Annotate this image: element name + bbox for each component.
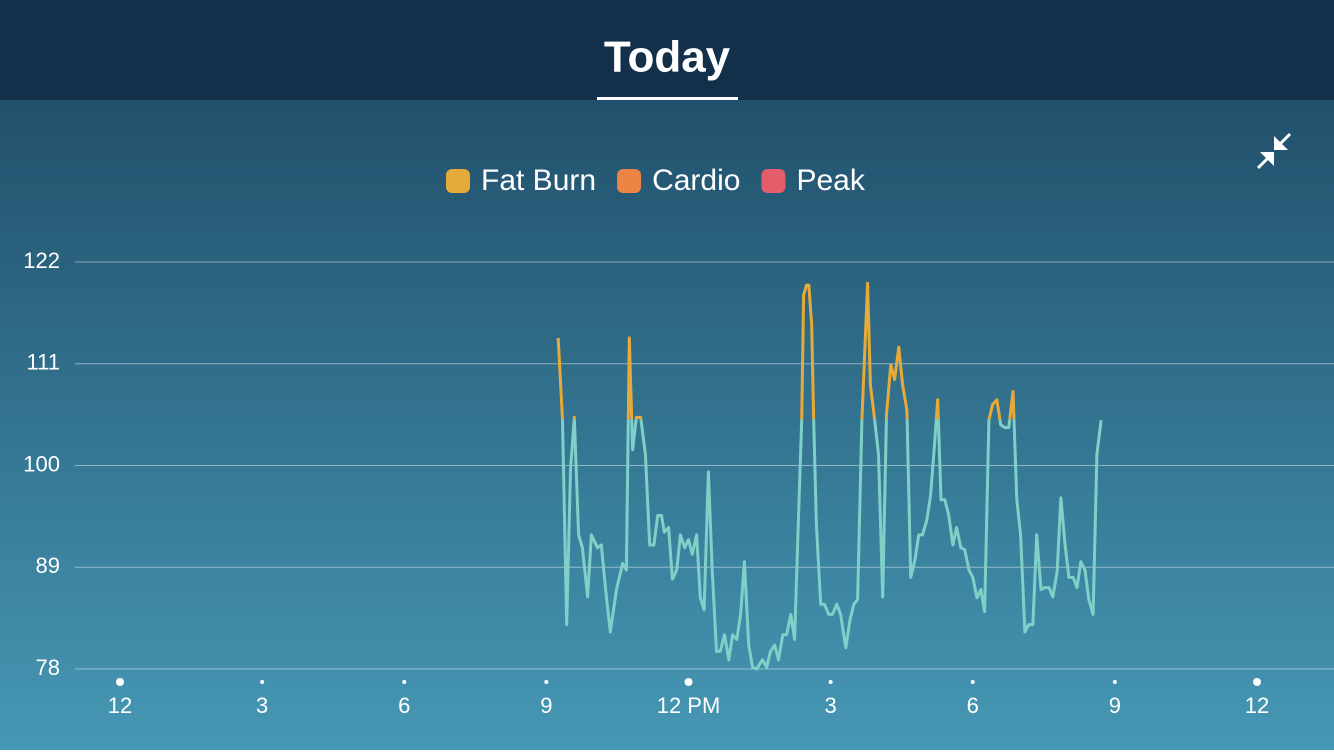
legend-swatch — [446, 169, 470, 193]
collapse-icon[interactable] — [1256, 132, 1292, 170]
x-tick-dot — [684, 678, 693, 686]
x-tick-label: 9 — [540, 693, 552, 718]
y-tick-label: 100 — [23, 451, 60, 476]
legend-swatch — [617, 169, 642, 193]
x-tick-label: 12 — [108, 693, 132, 718]
x-tick-dot — [402, 680, 407, 684]
x-tick-label: 9 — [1109, 693, 1121, 718]
header-title[interactable]: Today — [604, 33, 731, 82]
x-tick-dot — [828, 680, 833, 684]
x-tick-dot — [1112, 680, 1117, 684]
title-underline — [597, 97, 738, 100]
legend-label: Cardio — [652, 164, 740, 197]
x-tick-dot — [970, 680, 975, 684]
legend-swatch — [761, 169, 786, 193]
legend-label: Fat Burn — [481, 164, 596, 197]
legend: Fat Burn Cardio Peak — [446, 164, 866, 197]
heart-rate-line — [560, 419, 1103, 671]
x-tick-label: 6 — [398, 693, 410, 718]
x-tick-label: 12 — [1245, 693, 1269, 718]
y-tick-label: 89 — [36, 553, 60, 578]
heart-rate-line-fat-burn — [556, 281, 1016, 420]
legend-label: Peak — [796, 164, 865, 197]
header-bar — [0, 0, 1334, 100]
x-tick-label: 3 — [825, 693, 837, 718]
x-tick-dot — [260, 680, 265, 684]
x-tick-dot — [116, 678, 124, 686]
y-tick-label: 111 — [27, 350, 60, 375]
x-tick-dot — [1253, 678, 1261, 686]
x-tick-label: 3 — [256, 693, 268, 718]
x-tick-label: 6 — [967, 693, 979, 718]
y-tick-label: 78 — [36, 655, 60, 680]
x-tick-dot — [544, 680, 549, 684]
x-tick-label: 12 PM — [657, 693, 721, 718]
y-tick-label: 122 — [23, 248, 60, 273]
